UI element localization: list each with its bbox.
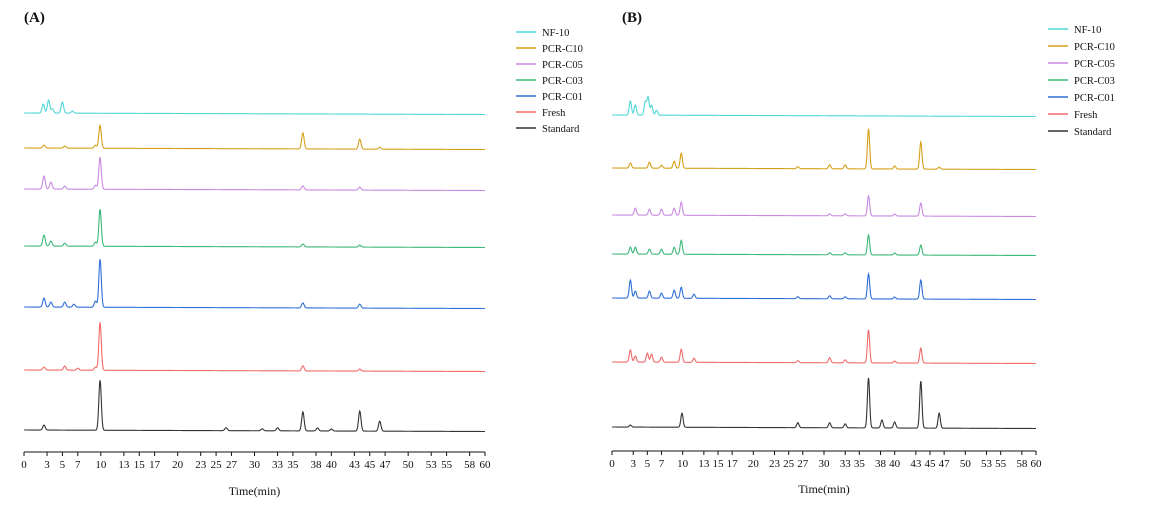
trace-b-pcr-c03 xyxy=(612,233,1036,257)
x-tick-label-a-20: 20 xyxy=(172,459,184,471)
legend-label-a-pcr-c01: PCR-C01 xyxy=(542,92,583,103)
x-tick-label-b-5: 5 xyxy=(645,458,651,470)
trace-b-standard xyxy=(612,377,1036,430)
x-tick-label-a-35: 35 xyxy=(287,459,299,471)
panel-b-label: (B) xyxy=(622,10,642,26)
x-tick-label-a-55: 55 xyxy=(441,459,453,471)
legend-label-b-pcr-c03: PCR-C03 xyxy=(1074,76,1115,87)
trace-b-pcr-c10 xyxy=(612,128,1036,171)
x-tick-label-b-3: 3 xyxy=(630,458,636,470)
x-tick-label-b-7: 7 xyxy=(659,458,665,470)
legend-label-a-pcr-c05: PCR-C05 xyxy=(542,60,583,71)
x-tick-label-a-10: 10 xyxy=(95,459,107,471)
trace-b-fresh xyxy=(612,329,1036,365)
panel-b: (B) NF-10 PCR-C10 PCR-C05 PCR-C03 PCR-C01 Fre… xyxy=(609,10,1115,496)
x-axis-title-b: Time(min) xyxy=(798,482,850,496)
legend-label-b-nf-10: NF-10 xyxy=(1074,25,1101,36)
legend-label-a-nf-10: NF-10 xyxy=(542,28,569,39)
x-tick-label-b-27: 27 xyxy=(797,458,809,470)
legend-label-a-standard: Standard xyxy=(542,124,580,135)
x-tick-label-a-30: 30 xyxy=(249,459,261,471)
x-tick-label-a-0: 0 xyxy=(21,459,27,471)
x-tick-label-a-47: 47 xyxy=(380,459,392,471)
trace-a-standard xyxy=(24,380,485,433)
x-tick-label-a-58: 58 xyxy=(464,459,476,471)
trace-a-pcr-c05 xyxy=(24,157,485,192)
x-tick-label-a-3: 3 xyxy=(44,459,50,471)
x-tick-label-a-23: 23 xyxy=(195,459,207,471)
x-tick-label-a-5: 5 xyxy=(60,459,66,471)
x-tick-label-a-7: 7 xyxy=(75,459,81,471)
legend-label-a-fresh: Fresh xyxy=(542,108,566,119)
panel-a: (A) NF-10 PCR-C10 PCR-C05 PCR-C03 PCR-C01 Fre… xyxy=(21,10,583,498)
x-tick-label-a-17: 17 xyxy=(149,459,161,471)
legend-label-b-fresh: Fresh xyxy=(1074,110,1098,121)
trace-b-pcr-c01 xyxy=(612,271,1036,301)
x-tick-label-b-20: 20 xyxy=(748,458,760,470)
x-tick-label-a-40: 40 xyxy=(326,459,338,471)
x-tick-label-b-55: 55 xyxy=(995,458,1007,470)
x-tick-label-a-13: 13 xyxy=(118,459,130,471)
x-tick-label-b-13: 13 xyxy=(698,458,710,470)
x-tick-label-b-35: 35 xyxy=(854,458,866,470)
trace-a-fresh xyxy=(24,322,485,373)
x-tick-label-a-33: 33 xyxy=(272,459,284,471)
x-tick-label-a-38: 38 xyxy=(310,459,322,471)
panel-a-plot: NF-10 PCR-C10 PCR-C05 PCR-C03 PCR-C01 Fresh St… xyxy=(21,28,583,498)
legend-label-b-pcr-c01: PCR-C01 xyxy=(1074,93,1115,104)
x-axis-title-a: Time(min) xyxy=(229,484,281,498)
x-tick-label-a-45: 45 xyxy=(364,459,376,471)
x-tick-label-b-10: 10 xyxy=(677,458,689,470)
x-tick-label-b-15: 15 xyxy=(713,458,725,470)
x-tick-label-a-25: 25 xyxy=(211,459,223,471)
panel-a-label: (A) xyxy=(24,10,45,26)
legend-label-b-standard: Standard xyxy=(1074,127,1112,138)
trace-a-pcr-c10 xyxy=(24,123,485,151)
x-tick-label-b-0: 0 xyxy=(609,458,615,470)
x-tick-label-b-47: 47 xyxy=(939,458,951,470)
x-tick-label-b-60: 60 xyxy=(1031,458,1043,470)
x-tick-label-b-58: 58 xyxy=(1016,458,1028,470)
x-tick-label-b-33: 33 xyxy=(840,458,852,470)
x-tick-label-a-43: 43 xyxy=(349,459,361,471)
x-tick-label-a-15: 15 xyxy=(134,459,146,471)
x-tick-label-b-30: 30 xyxy=(819,458,831,470)
x-tick-label-b-17: 17 xyxy=(727,458,739,470)
x-tick-label-b-43: 43 xyxy=(910,458,922,470)
x-tick-label-a-50: 50 xyxy=(403,459,415,471)
trace-a-nf-10 xyxy=(24,99,485,116)
legend-label-b-pcr-c05: PCR-C05 xyxy=(1074,59,1115,70)
panel-b-plot: NF-10 PCR-C10 PCR-C05 PCR-C03 PCR-C01 Fresh St… xyxy=(609,25,1115,496)
x-tick-label-b-23: 23 xyxy=(769,458,781,470)
trace-a-pcr-c03 xyxy=(24,209,485,249)
x-tick-label-a-27: 27 xyxy=(226,459,238,471)
trace-a-pcr-c01 xyxy=(24,259,485,310)
x-tick-label-b-53: 53 xyxy=(981,458,993,470)
x-tick-label-b-38: 38 xyxy=(875,458,887,470)
x-tick-label-b-25: 25 xyxy=(783,458,795,470)
legend-label-a-pcr-c10: PCR-C10 xyxy=(542,44,583,55)
x-tick-label-a-53: 53 xyxy=(426,459,438,471)
trace-b-nf-10 xyxy=(612,95,1036,118)
x-tick-label-b-45: 45 xyxy=(925,458,937,470)
legend-label-a-pcr-c03: PCR-C03 xyxy=(542,76,583,87)
trace-b-pcr-c05 xyxy=(612,194,1036,218)
x-tick-label-b-50: 50 xyxy=(960,458,972,470)
x-tick-label-b-40: 40 xyxy=(889,458,901,470)
legend-label-b-pcr-c10: PCR-C10 xyxy=(1074,42,1115,53)
x-tick-label-a-60: 60 xyxy=(480,459,492,471)
